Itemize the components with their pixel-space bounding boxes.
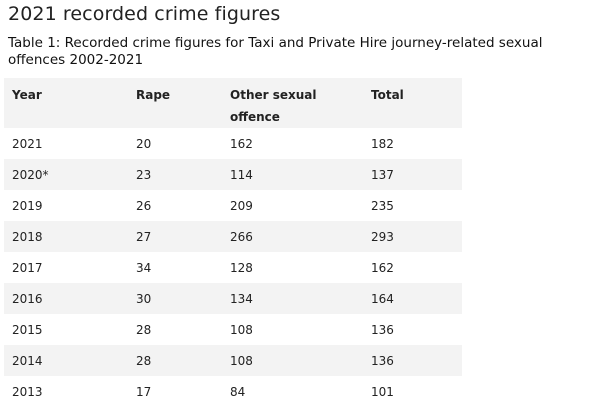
crime-figures-table: Year Rape Other sexual offence Total 202… — [4, 78, 462, 407]
header-row: Year Rape Other sexual offence Total — [4, 78, 462, 128]
cell-other-sexual-offence: 84 — [230, 384, 246, 399]
table-header: Year Rape Other sexual offence Total — [4, 78, 462, 128]
header-other-sexual-offence: Other sexual offence — [222, 78, 363, 128]
cell-other-sexual-offence: 114 — [222, 159, 363, 190]
cell-other-sexual-offence: 134 — [222, 283, 363, 314]
header-rape: Rape — [128, 78, 222, 128]
table-row: 2017 34 128 162 — [4, 252, 462, 283]
cell-year: 2017 — [12, 260, 43, 275]
table-row: 2015 28 108 136 — [4, 314, 462, 345]
cell-rape: 34 — [136, 260, 152, 275]
cell-year: 2019 — [12, 198, 43, 213]
cell-rape: 20 — [136, 136, 152, 151]
table-body: 2021 20 162 182 2020* 23 114 137 2019 26… — [4, 128, 462, 407]
cell-year: 2018 — [4, 221, 128, 252]
cell-total: 136 — [371, 322, 394, 337]
header-year: Year — [4, 78, 128, 128]
cell-year: 2015 — [12, 322, 43, 337]
table-row: 2016 30 134 164 — [4, 283, 462, 314]
cell-other-sexual-offence: 266 — [222, 221, 363, 252]
cell-other-sexual-offence: 128 — [230, 260, 253, 275]
cell-total: 164 — [363, 283, 462, 314]
table-row: 2019 26 209 235 — [4, 190, 462, 221]
cell-year: 2021 — [12, 136, 43, 151]
cell-rape: 27 — [128, 221, 222, 252]
cell-other-sexual-offence: 108 — [222, 345, 363, 376]
cell-total: 137 — [363, 159, 462, 190]
cell-other-sexual-offence: 162 — [230, 136, 253, 151]
cell-other-sexual-offence: 108 — [230, 322, 253, 337]
cell-other-sexual-offence: 209 — [230, 198, 253, 213]
cell-rape: 26 — [136, 198, 152, 213]
table-row: 2021 20 162 182 — [4, 128, 462, 159]
table-row: 2020* 23 114 137 — [4, 159, 462, 190]
cell-total: 162 — [371, 260, 394, 275]
cell-year: 2020* — [4, 159, 128, 190]
cell-total: 101 — [371, 384, 394, 399]
header-total: Total — [363, 78, 462, 128]
table-row: 2018 27 266 293 — [4, 221, 462, 252]
table-row: 2014 28 108 136 — [4, 345, 462, 376]
cell-rape: 28 — [128, 345, 222, 376]
cell-rape: 17 — [136, 384, 152, 399]
cell-rape: 23 — [128, 159, 222, 190]
cell-rape: 30 — [128, 283, 222, 314]
cell-total: 182 — [371, 136, 394, 151]
cell-total: 235 — [371, 198, 394, 213]
cell-total: 293 — [363, 221, 462, 252]
cell-rape: 28 — [136, 322, 152, 337]
page-title: 2021 recorded crime figures — [8, 3, 281, 25]
cell-year: 2016 — [4, 283, 128, 314]
cell-year: 2013 — [12, 384, 43, 399]
table-row: 2013 17 84 101 — [4, 376, 462, 407]
cell-total: 136 — [363, 345, 462, 376]
cell-year: 2014 — [4, 345, 128, 376]
table-caption: Table 1: Recorded crime figures for Taxi… — [8, 35, 543, 68]
